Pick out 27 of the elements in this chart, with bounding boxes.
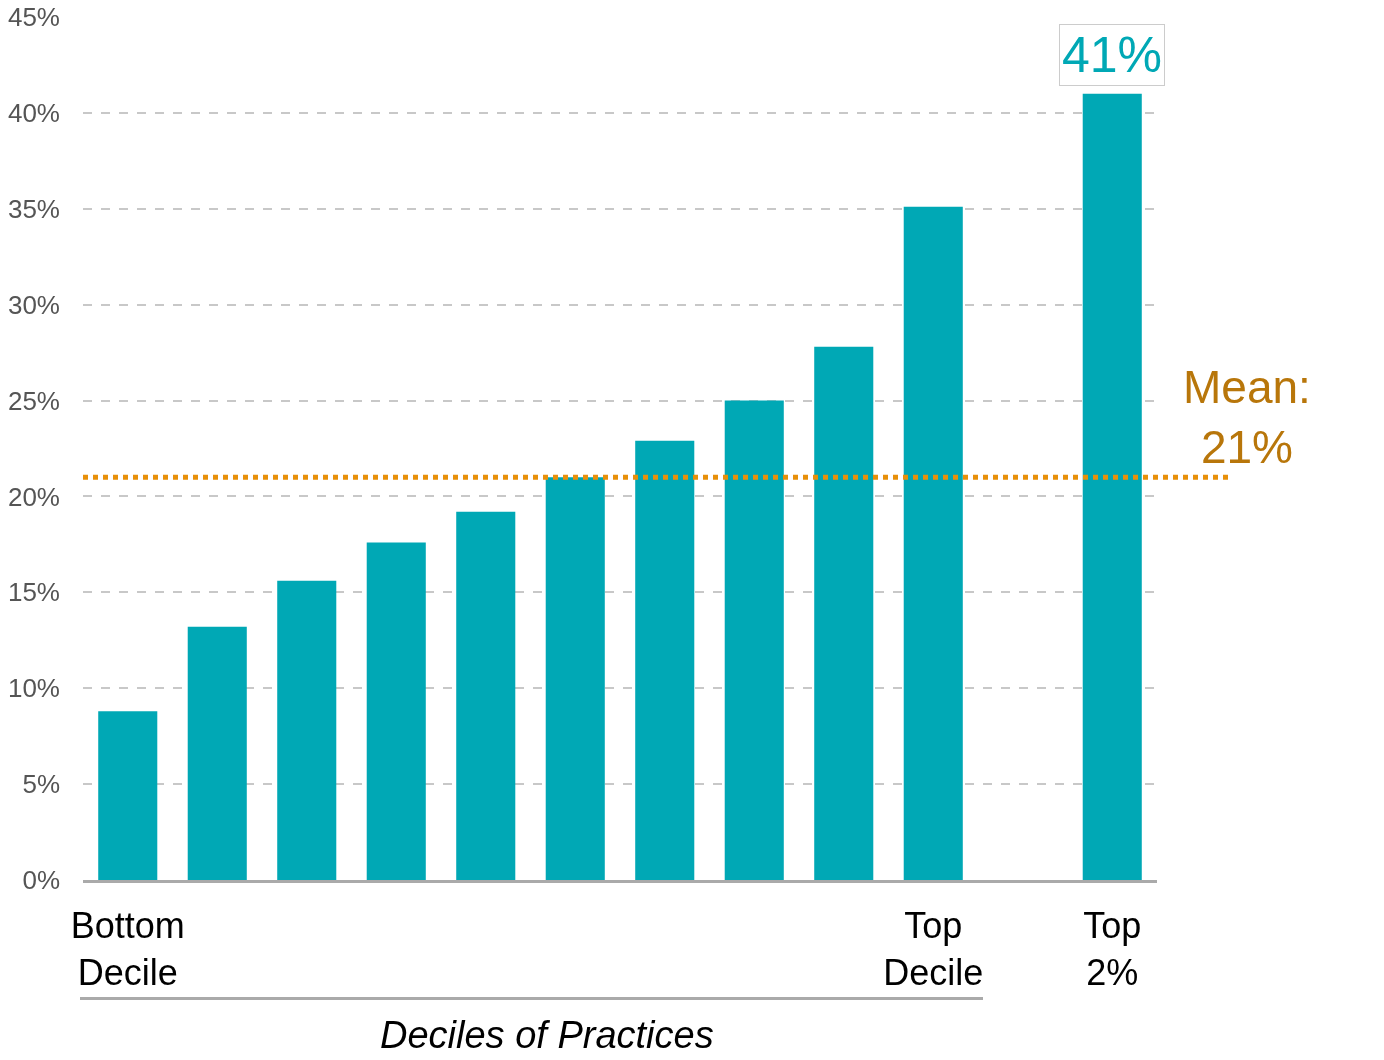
- x-tick-label: Top 2%: [1083, 905, 1142, 993]
- bar: [724, 400, 784, 880]
- bar: [635, 440, 695, 880]
- y-tick-label: 40%: [7, 97, 60, 128]
- y-tick-label: 0%: [22, 865, 60, 896]
- bar: [545, 477, 605, 880]
- y-tick-label: 25%: [7, 385, 60, 416]
- y-tick-label: 20%: [7, 481, 60, 512]
- y-tick-label: 15%: [7, 577, 60, 608]
- x-tick-label: Bottom Decile: [70, 905, 185, 993]
- y-tick-label: 10%: [7, 673, 60, 704]
- bar: [277, 580, 337, 880]
- bar: [366, 542, 426, 880]
- data-label: 41%: [1062, 27, 1163, 83]
- bar: [903, 206, 963, 880]
- bar: [456, 511, 516, 880]
- ref-line-label: Mean: 21%: [1183, 361, 1311, 473]
- y-tick-label: 30%: [7, 289, 60, 320]
- bar: [814, 346, 874, 880]
- y-tick-label: 35%: [7, 193, 60, 224]
- bar: [187, 626, 247, 880]
- y-tick-label: 45%: [7, 2, 60, 33]
- bar: [98, 711, 158, 880]
- bar: [1082, 93, 1142, 880]
- x-tick-label: Top Decile: [883, 905, 984, 993]
- x-axis-title: Deciles of Practices: [380, 1014, 714, 1056]
- y-tick-label: 5%: [22, 769, 60, 800]
